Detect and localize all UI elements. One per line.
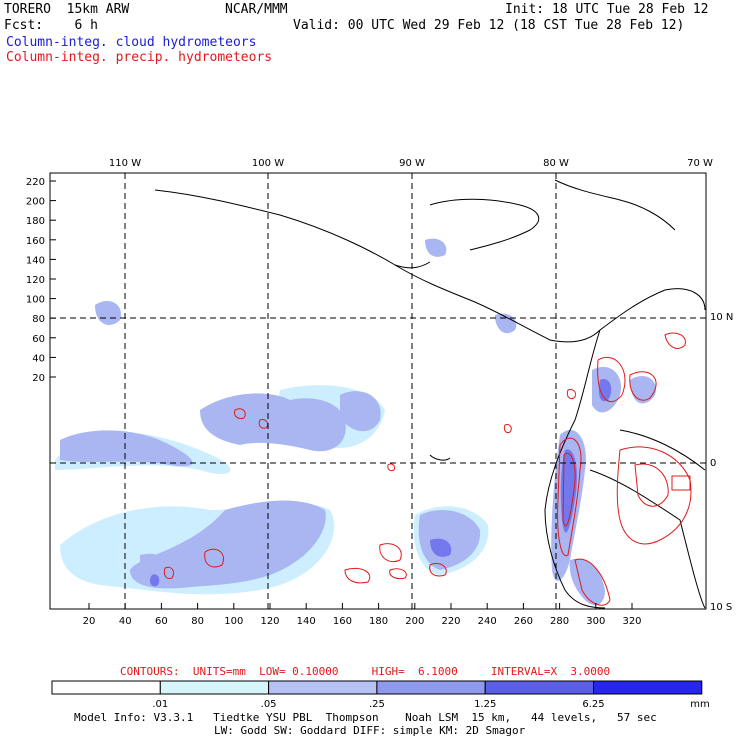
x-tick-label: 20 bbox=[83, 616, 96, 627]
precip-contours bbox=[163, 332, 692, 606]
top-longitude-labels: 110 W 100 W 90 W 80 W 70 W bbox=[109, 158, 713, 169]
x-tick-label: 300 bbox=[586, 616, 605, 627]
x-tick-label: 40 bbox=[119, 616, 132, 627]
bottom-grid-x-labels: 20 40 60 80 100 120 140 160 180 200 220 240 260 280 30… bbox=[83, 603, 642, 627]
right-latitude-labels: 10 N 0 10 S bbox=[710, 312, 733, 613]
left-grid-y-labels: 220 200 180 160 140 120 100 80 60 40 20 bbox=[26, 177, 56, 384]
colorbar-labels: .01 .05 .25 1.25 6.25 mm bbox=[152, 699, 709, 710]
x-tick-label: 100 bbox=[224, 616, 243, 627]
y-tick-label: 20 bbox=[32, 373, 45, 384]
graticule bbox=[50, 173, 706, 609]
latitude-label: 10 N bbox=[710, 312, 733, 323]
model-title: TORERO 15km ARW bbox=[4, 2, 130, 17]
colorbar-label: .01 bbox=[152, 699, 168, 710]
colorbar-unit: mm bbox=[690, 699, 709, 710]
longitude-label: 70 W bbox=[687, 158, 713, 169]
x-tick-label: 220 bbox=[441, 616, 460, 627]
colorbar-box bbox=[593, 680, 703, 695]
colorbar-label: .05 bbox=[261, 699, 277, 710]
x-tick-label: 180 bbox=[369, 616, 388, 627]
y-tick-label: 220 bbox=[26, 177, 45, 188]
longitude-label: 110 W bbox=[109, 158, 141, 169]
valid-time: Valid: 00 UTC Wed 29 Feb 12 (18 CST Tue … bbox=[293, 18, 685, 33]
longitude-label: 90 W bbox=[399, 158, 425, 169]
x-tick-label: 140 bbox=[297, 616, 316, 627]
y-tick-label: 80 bbox=[32, 314, 45, 325]
colorbar-boxes bbox=[51, 680, 703, 695]
y-tick-label: 120 bbox=[26, 275, 45, 286]
colorbar-box bbox=[51, 680, 161, 695]
colorbar-box bbox=[268, 680, 378, 695]
y-tick-label: 60 bbox=[32, 334, 45, 345]
colorbar-box bbox=[484, 680, 595, 695]
x-tick-label: 160 bbox=[333, 616, 352, 627]
init-time: Init: 18 UTC Tue 28 Feb 12 bbox=[505, 2, 709, 17]
coastlines bbox=[154, 179, 706, 609]
legend-precip-hydrometeors: Column-integ. precip. hydrometeors bbox=[6, 50, 273, 65]
x-tick-label: 200 bbox=[405, 616, 424, 627]
map-frame bbox=[49, 172, 707, 610]
colorbar-label: .25 bbox=[369, 699, 385, 710]
legend-cloud-hydrometeors: Column-integ. cloud hydrometeors bbox=[6, 35, 257, 50]
longitude-label: 100 W bbox=[252, 158, 284, 169]
longitude-label: 80 W bbox=[543, 158, 569, 169]
x-tick-label: 80 bbox=[191, 616, 204, 627]
x-tick-label: 280 bbox=[550, 616, 569, 627]
y-tick-label: 160 bbox=[26, 236, 45, 247]
x-tick-label: 260 bbox=[514, 616, 533, 627]
cloud-hydrometeor-field bbox=[55, 238, 656, 606]
physics-info: LW: Godd SW: Goddard DIFF: simple KM: 2D… bbox=[214, 724, 526, 737]
forecast-hour: Fcst: 6 h bbox=[4, 18, 98, 33]
latitude-label: 0 bbox=[710, 458, 716, 469]
y-tick-label: 180 bbox=[26, 216, 45, 227]
colorbar-label: 1.25 bbox=[474, 699, 496, 710]
contour-info: CONTOURS: UNITS=mm LOW= 0.10000 HIGH= 6.… bbox=[120, 665, 611, 678]
x-tick-label: 120 bbox=[260, 616, 279, 627]
y-tick-label: 100 bbox=[26, 295, 45, 306]
x-tick-label: 240 bbox=[478, 616, 497, 627]
organization-label: NCAR/MMM bbox=[225, 2, 288, 17]
colorbar-box bbox=[376, 680, 486, 695]
y-tick-label: 200 bbox=[26, 197, 45, 208]
y-tick-label: 140 bbox=[26, 255, 45, 266]
latitude-label: 10 S bbox=[710, 602, 732, 613]
y-tick-label: 40 bbox=[32, 353, 45, 364]
model-info: Model Info: V3.3.1 Tiedtke YSU PBL Thomp… bbox=[74, 711, 657, 724]
x-tick-label: 320 bbox=[622, 616, 641, 627]
colorbar-label: 6.25 bbox=[582, 699, 604, 710]
colorbar-box bbox=[159, 680, 270, 695]
x-tick-label: 60 bbox=[155, 616, 168, 627]
